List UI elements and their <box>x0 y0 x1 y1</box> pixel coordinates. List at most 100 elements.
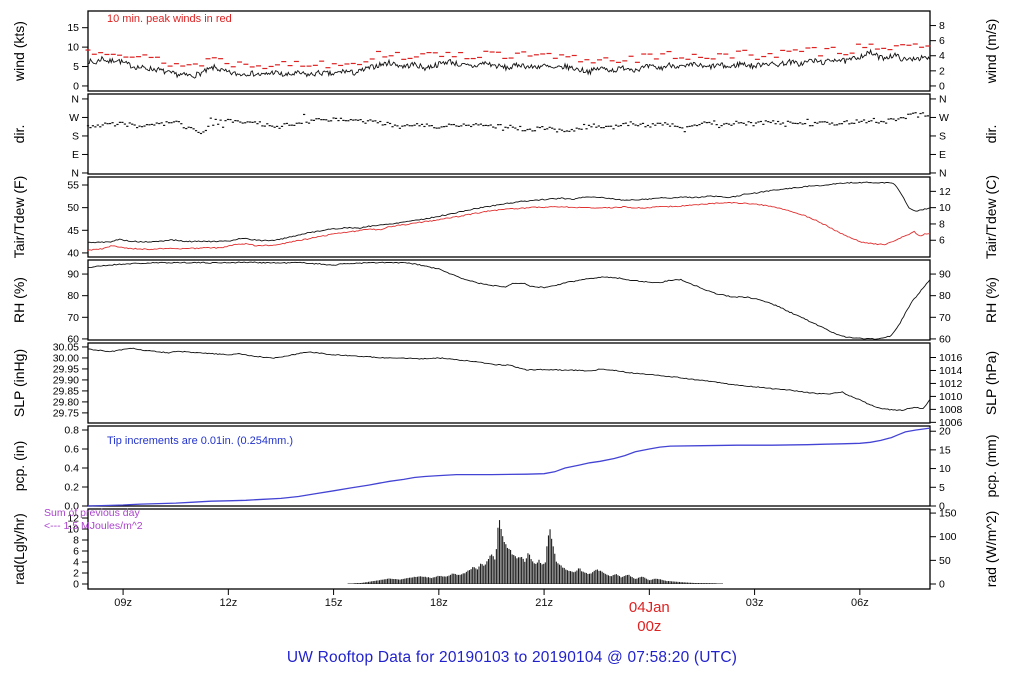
y-tick-label: 30.00 <box>53 352 79 364</box>
y-tick-label: E <box>72 149 79 161</box>
y-tick-label: 0.2 <box>64 481 79 493</box>
annotation-wind: 10 min. peak winds in red <box>107 13 232 25</box>
right-axis-label: pcp. (mm) <box>983 435 999 498</box>
series-slp <box>88 347 931 411</box>
y-tick-label: 5 <box>73 61 79 73</box>
y-tick-label: 80 <box>939 290 951 302</box>
y-tick-label: 40 <box>67 247 79 259</box>
y-tick-label: N <box>939 93 947 105</box>
y-tick-label: 15 <box>67 22 79 34</box>
x-tick-label-date: 04Jan <box>629 599 670 616</box>
right-axis-label: dir. <box>983 125 999 144</box>
y-tick-label: 55 <box>67 180 79 192</box>
series-tdew <box>87 201 931 251</box>
y-tick-label: W <box>69 112 79 124</box>
y-tick-label: 50 <box>67 202 79 214</box>
right-axis-label: RH (%) <box>983 277 999 323</box>
y-tick-label: 29.75 <box>53 407 79 419</box>
panel-temperature: 40 45 50 55 6 8 10 12 Tair/Tdew (F) Tair/Tdew (C) <box>11 175 999 259</box>
left-axis-label: pcp. (in) <box>11 441 27 492</box>
y-tick-label: 20 <box>939 426 951 438</box>
y-tick-label: 8 <box>939 20 945 32</box>
series-wind-direction <box>86 112 929 135</box>
series-wind-peaks <box>85 43 931 70</box>
y-tick-label: 60 <box>939 333 951 345</box>
y-tick-label: 1010 <box>939 391 963 403</box>
series-pcp-cumulative <box>87 427 931 507</box>
x-tick-label-date: 00z <box>637 618 661 635</box>
y-tick-label: 8 <box>73 535 79 547</box>
x-tick-label: 21z <box>535 597 553 609</box>
left-axis-label: RH (%) <box>11 277 27 323</box>
series-tair <box>87 181 931 244</box>
y-tick-label: 150 <box>939 508 957 520</box>
left-axis-label: dir. <box>11 125 27 144</box>
y-tick-label: 0 <box>73 578 79 590</box>
y-tick-label: E <box>939 149 946 161</box>
y-tick-label: 10 <box>67 42 79 54</box>
y-tick-label: 6 <box>939 235 945 247</box>
y-tick-label: 1014 <box>939 365 963 377</box>
x-axis: 09z 12z 15z 18z 21z 04Jan 00z 03z 06z <box>114 589 869 635</box>
y-tick-label: 4 <box>73 557 79 569</box>
x-tick-label: 15z <box>325 597 343 609</box>
y-tick-label: 29.80 <box>53 396 79 408</box>
x-tick-label: 12z <box>219 597 237 609</box>
y-tick-label: S <box>939 130 946 142</box>
y-tick-label: 0 <box>939 578 945 590</box>
left-axis-label: wind (kts) <box>11 21 27 82</box>
panel-precipitation: 0.0 0.2 0.4 0.6 0.8 0 5 10 15 20 pcp. (in) pcp. (mm… <box>11 424 999 512</box>
right-axis-label: wind (m/s) <box>983 19 999 85</box>
y-tick-label: 0.8 <box>64 424 79 436</box>
y-tick-label: 90 <box>67 269 79 281</box>
y-tick-label: 60 <box>67 333 79 345</box>
x-tick-label: 03z <box>746 597 764 609</box>
left-axis-label: rad(Lgly/hr) <box>11 513 27 585</box>
y-tick-label: N <box>71 167 79 179</box>
y-tick-label: 15 <box>939 444 951 456</box>
y-tick-label: S <box>72 130 79 142</box>
y-tick-label: 12 <box>67 513 79 525</box>
series-solar-radiation <box>353 520 717 584</box>
y-tick-label: 10 <box>939 202 951 214</box>
y-tick-label: 6 <box>73 546 79 558</box>
y-tick-label: 0.6 <box>64 443 79 455</box>
y-tick-label: 5 <box>939 482 945 494</box>
annotation-precipitation: Tip increments are 0.01in. (0.254mm.) <box>107 435 293 447</box>
x-tick-label: 06z <box>851 597 869 609</box>
panel-sea-level-pressure: 29.7529.8029.8529.9029.9530.0030.0510061… <box>11 341 999 428</box>
left-axis-label: SLP (inHg) <box>11 349 27 417</box>
y-tick-label: 2 <box>73 568 79 580</box>
y-tick-label: 6 <box>939 35 945 47</box>
y-tick-label: N <box>71 93 79 105</box>
y-tick-label: 0.4 <box>64 462 79 474</box>
y-tick-label: 45 <box>67 225 79 237</box>
y-tick-label: 70 <box>67 312 79 324</box>
y-tick-label: 1008 <box>939 404 963 416</box>
series-rh <box>87 261 931 340</box>
y-tick-label: 10 <box>939 463 951 475</box>
y-tick-label: 1012 <box>939 378 963 390</box>
y-tick-label: 1006 <box>939 417 963 429</box>
y-tick-label: 1016 <box>939 352 963 364</box>
y-tick-label: 29.95 <box>53 363 79 375</box>
y-tick-label: 4 <box>939 50 945 62</box>
y-tick-label: 0 <box>939 501 945 513</box>
x-tick-label: 18z <box>430 597 448 609</box>
y-tick-label: 30.05 <box>53 341 79 353</box>
y-tick-label: 10 <box>67 524 79 536</box>
y-tick-label: 2 <box>939 65 945 77</box>
y-tick-label: 100 <box>939 531 957 543</box>
y-tick-label: 29.90 <box>53 374 79 386</box>
left-axis-label: Tair/Tdew (F) <box>11 176 27 258</box>
annotation-radiation: <--- 1.5 MJoules/m^2 <box>44 520 143 532</box>
y-tick-label: 50 <box>939 555 951 567</box>
y-tick-label: 8 <box>939 218 945 230</box>
x-tick-label: 09z <box>114 597 132 609</box>
series-wind-mean <box>87 48 931 79</box>
y-tick-label: 29.85 <box>53 385 79 397</box>
